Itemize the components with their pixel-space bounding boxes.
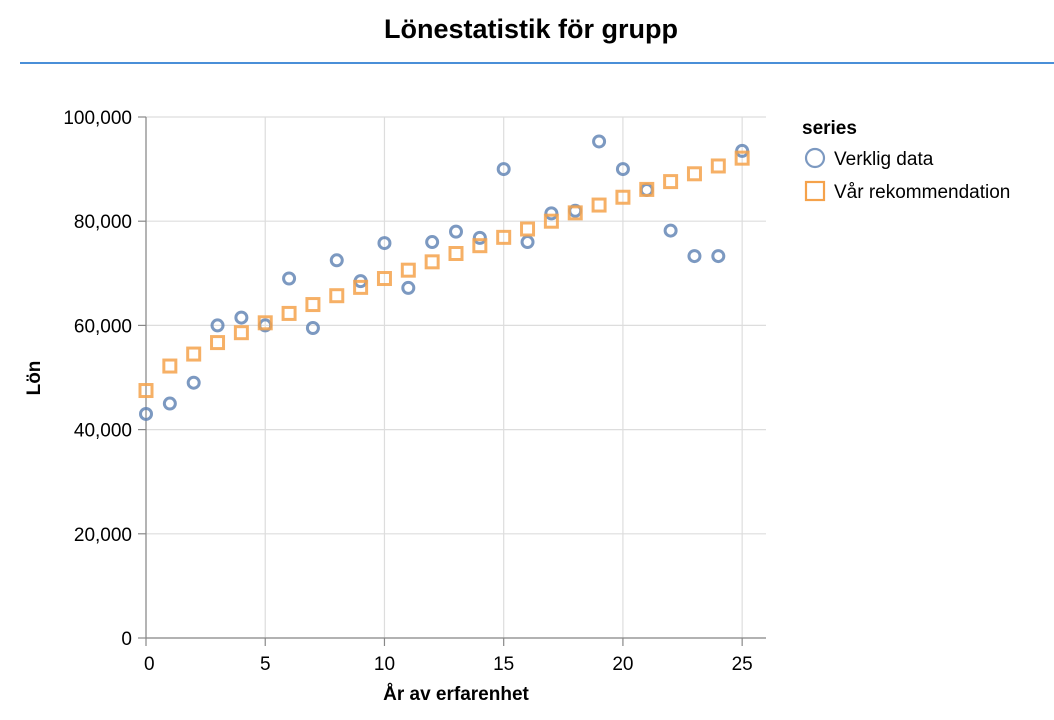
verklig-data-point	[139, 406, 153, 421]
legend-square-symbol	[804, 180, 826, 202]
rekommendation-point	[472, 238, 488, 254]
rekommendation-point	[353, 279, 369, 295]
rekommendation-point	[233, 325, 249, 341]
legend: series Verklig data Vår rekommendation	[802, 118, 1010, 203]
y-tick-label: 80,000	[74, 212, 132, 233]
legend-label: Vår rekommendation	[834, 182, 1010, 203]
verklig-data-point	[711, 249, 726, 264]
legend-label: Verklig data	[834, 149, 934, 170]
verklig-data-point	[592, 134, 607, 149]
verklig-data-point	[234, 310, 249, 325]
verklig-data-point	[329, 253, 344, 268]
y-axis-ticks: 0 20,000 40,000 60,000 80,000 100,000	[63, 108, 146, 650]
rekommendation-point	[591, 197, 607, 213]
verklig-data-point	[210, 318, 225, 333]
verklig-data-point	[687, 249, 702, 264]
rekommendation-point	[639, 181, 655, 197]
axes	[145, 117, 766, 639]
rekommendation-point	[734, 150, 750, 166]
verklig-data-point	[639, 182, 654, 197]
rekommendation-point	[543, 213, 559, 229]
verklig-data-point	[615, 162, 630, 177]
y-tick-label: 20,000	[74, 525, 132, 546]
verklig-data-point	[425, 235, 440, 250]
verklig-data-point	[520, 235, 535, 250]
chart-title: Lönestatistik för grupp	[383, 14, 678, 44]
rekommendation-point	[281, 305, 297, 321]
verklig-data-point	[449, 224, 463, 239]
y-tick-label: 40,000	[74, 421, 132, 442]
rekommendation-point	[329, 288, 345, 304]
x-tick-label: 5	[260, 654, 271, 675]
grid-lines	[145, 116, 766, 639]
verklig-data-point	[162, 396, 177, 411]
rekommendation-point	[710, 158, 726, 174]
rekommendation-point	[210, 335, 226, 351]
y-tick-label: 100,000	[63, 108, 132, 129]
data-points	[138, 134, 750, 421]
x-tick-label: 15	[493, 654, 514, 675]
y-tick-label: 60,000	[74, 316, 132, 337]
x-tick-label: 10	[374, 654, 395, 675]
rekommendation-point	[663, 174, 679, 190]
verklig-data-point	[282, 271, 297, 286]
verklig-data-point	[663, 223, 678, 238]
rekommendation-point	[257, 315, 273, 331]
x-axis-title: År av erfarenhet	[383, 684, 529, 705]
rekommendation-point	[496, 229, 512, 245]
title-divider	[20, 62, 1054, 64]
x-tick-label: 25	[732, 654, 753, 675]
rekommendation-point	[186, 346, 202, 362]
x-axis-ticks: 0 5 10 15 20 25	[144, 638, 753, 675]
legend-title: series	[802, 118, 857, 139]
x-tick-label: 20	[612, 654, 633, 675]
rekommendation-point	[615, 189, 631, 205]
verklig-data-point	[544, 206, 559, 221]
verklig-data-point	[401, 280, 416, 295]
rekommendation-point	[686, 166, 702, 182]
rekommendation-point	[520, 221, 536, 237]
rekommendation-point	[376, 271, 392, 287]
verklig-data-point	[472, 230, 487, 245]
y-axis-title: Lön	[24, 361, 45, 396]
x-tick-label: 0	[144, 654, 155, 675]
verklig-data-point	[305, 321, 320, 336]
rekommendation-point	[400, 262, 416, 278]
rekommendation-point	[162, 358, 178, 374]
rekommendation-point	[305, 297, 321, 313]
verklig-data-point	[496, 162, 511, 177]
y-tick-label: 0	[121, 629, 132, 650]
rekommendation-point	[138, 383, 154, 399]
verklig-data-point	[186, 375, 201, 390]
rekommendation-point	[567, 205, 583, 221]
rekommendation-point	[424, 254, 440, 270]
verklig-data-point	[377, 236, 392, 251]
rekommendation-point	[448, 246, 464, 262]
legend-circle-symbol	[804, 147, 826, 169]
